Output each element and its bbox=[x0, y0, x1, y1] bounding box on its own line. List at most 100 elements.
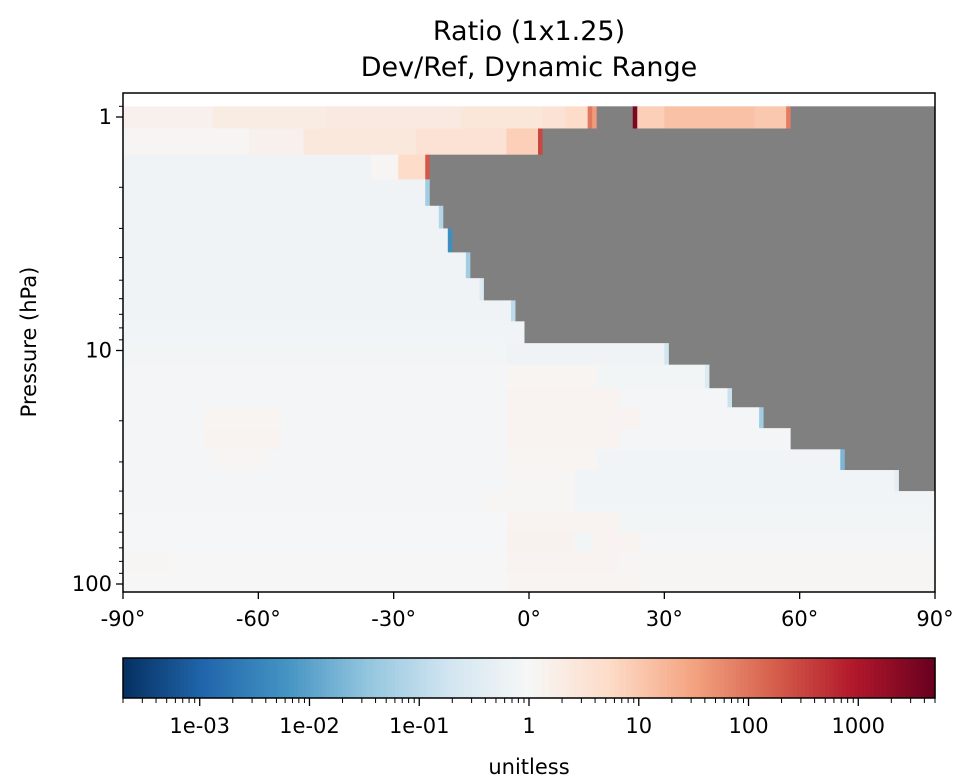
heatmap-cell bbox=[123, 154, 372, 180]
colorbar-swatch bbox=[309, 658, 315, 698]
x-tick-label: -30° bbox=[371, 607, 416, 631]
colorbar-swatch bbox=[390, 658, 396, 698]
colorbar-swatch bbox=[849, 658, 855, 698]
colorbar-swatch bbox=[622, 658, 628, 698]
colorbar-swatch bbox=[606, 658, 611, 698]
colorbar-swatch bbox=[914, 658, 920, 698]
colorbar-swatch bbox=[898, 658, 904, 698]
colorbar-swatch bbox=[902, 658, 908, 698]
colorbar-swatch bbox=[732, 658, 737, 698]
colorbar-swatch bbox=[658, 658, 664, 698]
colorbar-swatch bbox=[342, 658, 347, 698]
colorbar-swatch bbox=[289, 658, 295, 698]
heatmap-cell bbox=[204, 407, 282, 429]
colorbar-swatch bbox=[626, 658, 632, 698]
colorbar-swatch bbox=[281, 658, 286, 698]
colorbar-swatch bbox=[865, 658, 871, 698]
heatmap-cell bbox=[506, 407, 643, 429]
heatmap-cell bbox=[267, 449, 508, 471]
heatmap-cell bbox=[123, 449, 214, 471]
colorbar-swatch bbox=[484, 658, 489, 698]
colorbar-swatch bbox=[614, 658, 619, 698]
heatmap-cell bbox=[123, 278, 480, 301]
y-tick-label: 100 bbox=[72, 572, 112, 596]
colorbar-swatch bbox=[557, 658, 563, 698]
colorbar-swatch bbox=[179, 658, 185, 698]
colorbar-swatch bbox=[598, 658, 603, 698]
colorbar-swatch bbox=[370, 658, 376, 698]
heatmap-cell bbox=[506, 532, 575, 553]
colorbar-swatch bbox=[890, 658, 895, 698]
colorbar-swatch bbox=[683, 658, 688, 698]
colorbar-swatch bbox=[512, 658, 518, 698]
colorbar-swatch bbox=[334, 658, 339, 698]
colorbar-swatch bbox=[529, 658, 534, 698]
colorbar-swatch bbox=[667, 658, 672, 698]
heatmap-cell bbox=[483, 278, 935, 301]
heatmap-cell bbox=[786, 106, 792, 130]
heatmap-cell bbox=[840, 449, 846, 471]
y-axis-label: Pressure (hPa) bbox=[17, 267, 41, 418]
colorbar-swatch bbox=[131, 658, 136, 698]
colorbar-swatch bbox=[252, 658, 258, 698]
colorbar-swatch bbox=[646, 658, 652, 698]
heatmap-cell bbox=[790, 106, 935, 130]
heatmap-cell bbox=[790, 428, 935, 450]
colorbar-swatch bbox=[837, 658, 843, 698]
colorbar-swatch bbox=[537, 658, 542, 698]
colorbar-swatch bbox=[228, 658, 234, 698]
colorbar-swatch bbox=[277, 658, 282, 698]
colorbar-swatch bbox=[431, 658, 437, 698]
colorbar-swatch bbox=[796, 658, 802, 698]
heatmap-cell bbox=[303, 128, 417, 156]
colorbar-swatch bbox=[151, 658, 157, 698]
heatmap-cell bbox=[844, 449, 935, 471]
colorbar-swatch bbox=[744, 658, 749, 698]
colorbar-swatch bbox=[585, 658, 591, 698]
colorbar-swatch bbox=[232, 658, 238, 698]
colorbar-tick-label: 1000 bbox=[832, 714, 885, 738]
heatmap-cell bbox=[465, 252, 471, 279]
colorbar-swatch bbox=[687, 658, 692, 698]
colorbar-swatch bbox=[841, 658, 847, 698]
colorbar-swatch bbox=[317, 658, 323, 698]
colorbar-swatch bbox=[638, 658, 644, 698]
colorbar-swatch bbox=[175, 658, 181, 698]
colorbar-swatch bbox=[569, 658, 575, 698]
colorbar-tick-label: 10 bbox=[625, 714, 652, 738]
heatmap-cell bbox=[637, 106, 665, 130]
heatmap-cell bbox=[452, 228, 935, 253]
heatmap-cell bbox=[732, 388, 935, 408]
heatmap-cell bbox=[123, 552, 169, 573]
colorbar-swatch bbox=[545, 658, 550, 698]
colorbar-swatch bbox=[504, 658, 510, 698]
colorbar-swatch bbox=[634, 658, 640, 698]
colorbar-swatch bbox=[358, 658, 364, 698]
colorbar-swatch bbox=[764, 658, 770, 698]
heatmap-cell bbox=[619, 388, 729, 408]
colorbar-swatch bbox=[918, 658, 924, 698]
colorbar-swatch bbox=[736, 658, 741, 698]
heatmap-cell bbox=[587, 106, 593, 130]
colorbar-swatch bbox=[492, 658, 498, 698]
heatmap-cell bbox=[326, 106, 462, 130]
colorbar-swatch bbox=[476, 658, 481, 698]
heatmap-cell bbox=[416, 128, 508, 156]
colorbar-swatch bbox=[553, 658, 559, 698]
heatmap-cell bbox=[123, 388, 508, 408]
heatmap-cell bbox=[574, 491, 935, 513]
colorbar-swatch bbox=[419, 658, 425, 698]
colorbar-swatch bbox=[813, 658, 818, 698]
colorbar-swatch bbox=[695, 658, 701, 698]
colorbar-swatch bbox=[930, 658, 936, 698]
colorbar-swatch bbox=[326, 658, 331, 698]
heatmap-cell bbox=[447, 228, 453, 253]
heatmap-cell bbox=[574, 470, 895, 492]
colorbar-swatch bbox=[882, 658, 887, 698]
heatmap-cell bbox=[123, 491, 485, 513]
colorbar-swatch bbox=[926, 658, 932, 698]
heatmap-cell bbox=[506, 343, 665, 366]
colorbar-swatch bbox=[642, 658, 648, 698]
heatmap-cell bbox=[249, 128, 305, 156]
heatmap-cell bbox=[709, 364, 935, 389]
